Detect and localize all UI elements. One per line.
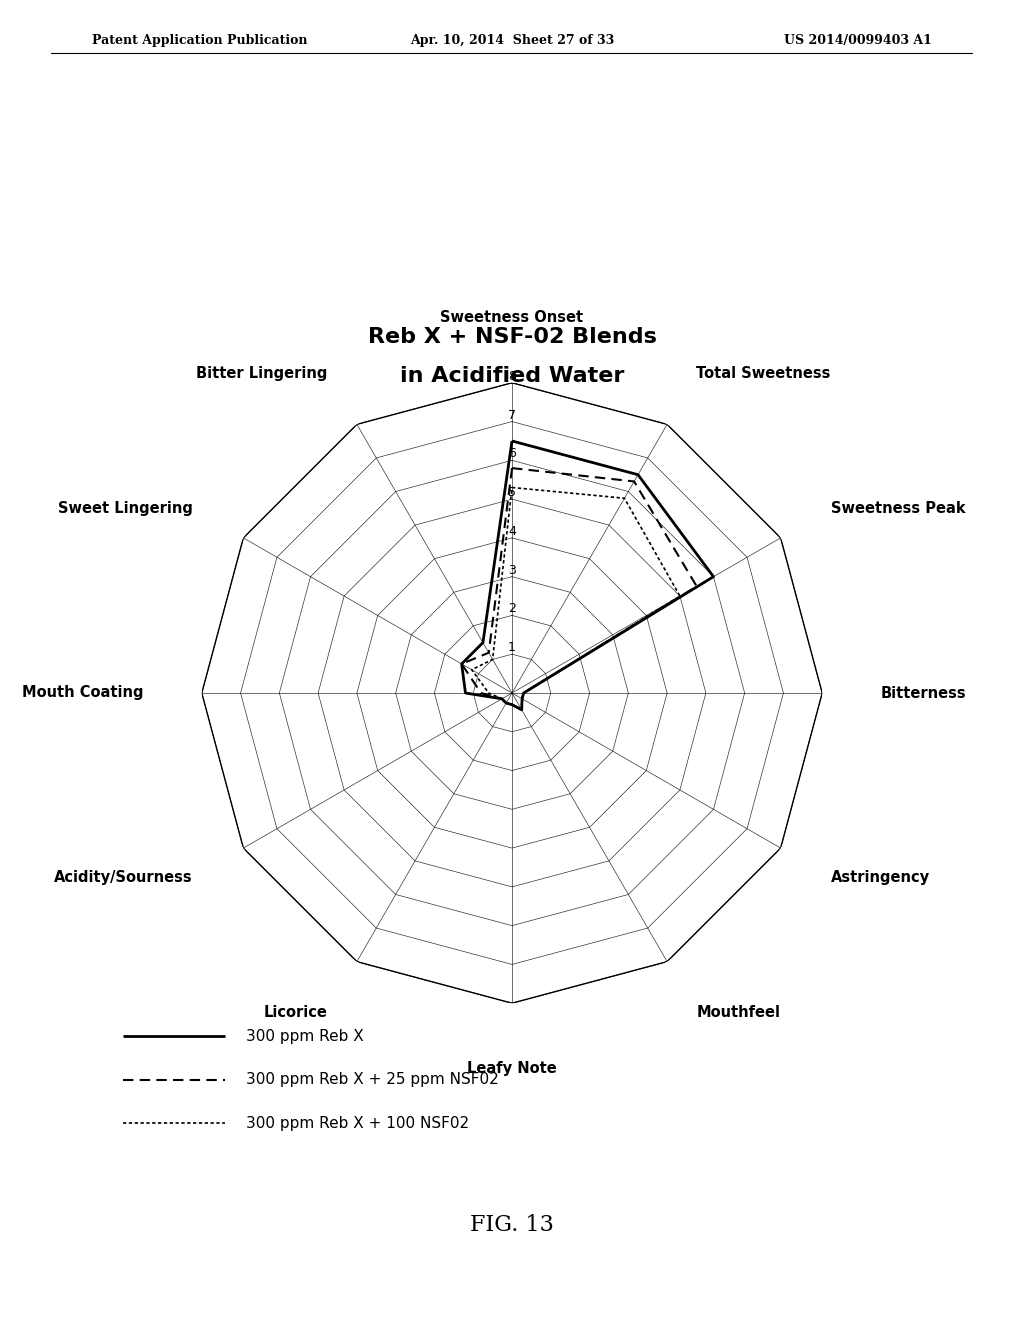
Text: Astringency: Astringency	[831, 870, 930, 884]
Text: US 2014/0099403 A1: US 2014/0099403 A1	[784, 34, 932, 48]
Text: Mouthfeel: Mouthfeel	[696, 1005, 780, 1019]
Text: 7: 7	[508, 409, 516, 421]
Text: Leafy Note: Leafy Note	[467, 1061, 557, 1076]
Text: in Acidified Water: in Acidified Water	[399, 366, 625, 387]
Text: Total Sweetness: Total Sweetness	[696, 367, 830, 381]
Text: 6: 6	[508, 447, 516, 461]
Text: Mouth Coating: Mouth Coating	[23, 685, 143, 701]
Text: Reb X + NSF-02 Blends: Reb X + NSF-02 Blends	[368, 326, 656, 347]
Text: Sweetness Onset: Sweetness Onset	[440, 310, 584, 325]
Text: Bitter Lingering: Bitter Lingering	[197, 367, 328, 381]
Text: FIG. 13: FIG. 13	[470, 1214, 554, 1236]
Text: Bitterness: Bitterness	[881, 685, 966, 701]
Text: Sweetness Peak: Sweetness Peak	[831, 502, 966, 516]
Text: Apr. 10, 2014  Sheet 27 of 33: Apr. 10, 2014 Sheet 27 of 33	[410, 34, 614, 48]
Text: Patent Application Publication: Patent Application Publication	[92, 34, 307, 48]
Text: 8: 8	[508, 370, 516, 383]
Text: 3: 3	[508, 564, 516, 577]
Text: 300 ppm Reb X: 300 ppm Reb X	[246, 1028, 364, 1044]
Text: Acidity/Sourness: Acidity/Sourness	[54, 870, 193, 884]
Text: 300 ppm Reb X + 100 NSF02: 300 ppm Reb X + 100 NSF02	[246, 1115, 469, 1131]
Text: 5: 5	[508, 486, 516, 499]
Text: 2: 2	[508, 602, 516, 615]
Text: Licorice: Licorice	[264, 1005, 328, 1019]
Text: 1: 1	[508, 642, 516, 655]
Text: 300 ppm Reb X + 25 ppm NSF02: 300 ppm Reb X + 25 ppm NSF02	[246, 1072, 499, 1088]
Text: 4: 4	[508, 525, 516, 539]
Text: Sweet Lingering: Sweet Lingering	[58, 502, 193, 516]
